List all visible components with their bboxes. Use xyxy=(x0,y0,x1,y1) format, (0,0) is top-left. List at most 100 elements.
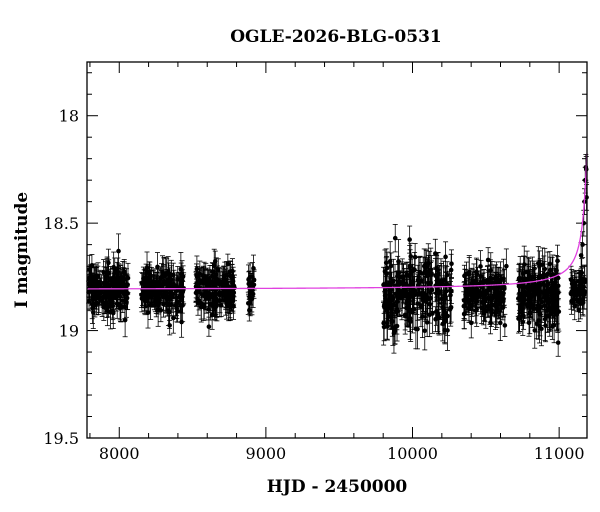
data-marker xyxy=(203,275,209,280)
data-marker xyxy=(495,291,500,297)
data-marker xyxy=(435,312,441,317)
data-marker xyxy=(214,299,220,305)
axis-ticks xyxy=(87,62,587,439)
data-marker xyxy=(122,317,128,323)
data-marker xyxy=(385,306,391,312)
data-point xyxy=(96,279,102,305)
data-marker xyxy=(227,269,233,274)
data-marker xyxy=(467,289,473,295)
data-marker xyxy=(125,282,130,287)
data-marker xyxy=(402,312,408,318)
data-point xyxy=(399,258,405,295)
data-point xyxy=(223,278,229,308)
data-marker xyxy=(107,295,112,301)
data-point xyxy=(461,298,467,330)
x-tick-label: 8000 xyxy=(99,444,140,463)
data-point xyxy=(196,290,202,311)
tick-labels: 8000 9000 10000 11000 18 18.5 19 19.5 xyxy=(43,107,584,463)
data-point xyxy=(247,270,253,297)
data-marker xyxy=(165,301,170,307)
data-point xyxy=(124,285,130,311)
data-marker xyxy=(421,294,426,300)
data-marker xyxy=(407,316,413,321)
data-marker xyxy=(430,311,435,316)
data-marker xyxy=(433,273,438,278)
data-marker xyxy=(433,251,438,256)
data-marker xyxy=(120,298,126,303)
data-marker xyxy=(197,271,203,277)
data-marker xyxy=(167,276,173,282)
data-marker xyxy=(396,259,401,264)
data-marker xyxy=(215,280,220,285)
data-marker xyxy=(164,272,169,277)
data-point xyxy=(492,278,498,308)
data-marker xyxy=(124,295,130,301)
data-point xyxy=(481,281,487,322)
data-marker xyxy=(418,303,423,308)
data-marker xyxy=(101,304,107,310)
data-marker xyxy=(387,300,393,305)
data-point xyxy=(166,272,172,296)
data-marker xyxy=(161,281,166,287)
y-tick-label: 18.5 xyxy=(43,214,79,233)
data-point xyxy=(197,260,203,287)
data-marker xyxy=(502,323,508,328)
data-points xyxy=(86,153,590,357)
y-tick-label: 18 xyxy=(59,107,79,126)
data-marker xyxy=(384,265,390,271)
data-marker xyxy=(229,292,234,298)
data-marker xyxy=(215,267,221,273)
data-marker xyxy=(209,295,215,300)
data-point xyxy=(117,296,123,321)
data-point xyxy=(120,288,126,313)
data-marker xyxy=(532,328,538,333)
data-marker xyxy=(474,307,479,312)
data-marker xyxy=(196,298,202,303)
data-point xyxy=(422,311,428,351)
data-marker xyxy=(391,330,397,336)
data-point xyxy=(427,276,433,309)
data-marker xyxy=(201,304,207,310)
data-marker xyxy=(425,297,431,302)
data-marker xyxy=(441,296,446,302)
data-marker xyxy=(201,280,206,285)
data-point xyxy=(387,280,393,325)
data-marker xyxy=(97,290,102,295)
data-marker xyxy=(443,254,448,260)
data-point xyxy=(214,265,220,300)
data-marker xyxy=(388,314,393,319)
y-tick-label: 19.5 xyxy=(43,429,79,448)
data-point xyxy=(487,270,493,309)
data-marker xyxy=(413,326,419,332)
data-marker xyxy=(212,304,217,309)
data-point xyxy=(388,252,394,280)
data-point xyxy=(413,308,419,350)
data-point xyxy=(205,274,211,299)
data-point xyxy=(146,281,152,303)
data-point xyxy=(418,262,424,299)
data-marker xyxy=(145,310,151,315)
data-marker xyxy=(247,274,253,280)
data-point xyxy=(500,281,506,318)
data-marker xyxy=(407,237,412,242)
data-point xyxy=(125,274,131,295)
data-point xyxy=(402,299,408,331)
data-point xyxy=(488,311,494,335)
data-point xyxy=(466,295,472,324)
data-point xyxy=(447,294,453,325)
data-marker xyxy=(158,289,164,294)
data-marker xyxy=(470,296,476,301)
data-marker xyxy=(142,296,148,301)
data-point xyxy=(177,279,183,313)
data-point xyxy=(384,251,390,285)
data-marker xyxy=(422,328,428,334)
data-marker xyxy=(179,319,184,325)
data-marker xyxy=(158,307,164,313)
data-marker xyxy=(227,299,233,304)
data-marker xyxy=(101,269,106,275)
data-marker xyxy=(443,310,448,316)
data-marker xyxy=(115,269,121,274)
data-marker xyxy=(166,281,172,287)
data-point xyxy=(249,285,255,313)
data-point xyxy=(412,243,418,272)
